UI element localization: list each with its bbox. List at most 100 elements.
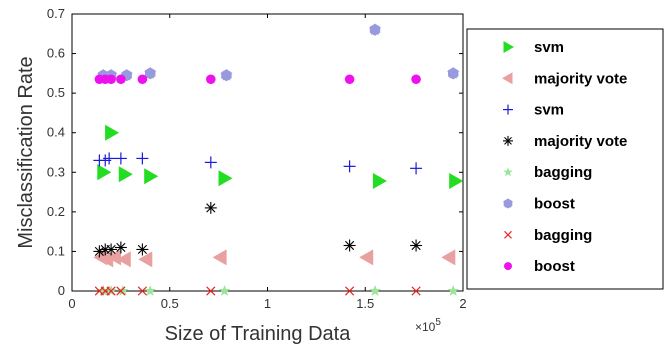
legend-entry: boost [502,196,575,213]
y-tick-label: 0.2 [47,204,65,219]
axis-ticks: 0 0.5 1 1.5 2 0 0.1 0.2 0.3 0.4 0.5 0.6 0.7 [47,6,467,311]
x-tick-label: 0 [68,296,75,311]
series-0 [97,124,464,189]
data-point [410,239,423,252]
data-point [446,66,460,80]
legend-marker [503,135,513,146]
x-axis-label: Size of Training Data [165,323,352,345]
legend-marker [503,41,514,53]
legend-label: boost [534,258,575,275]
data-point [144,285,156,296]
y-tick-label: 0.6 [47,46,65,61]
data-point [106,286,116,296]
legend-entry: boost [504,258,575,275]
data-point [137,286,148,296]
data-point [218,170,233,187]
data-point [447,285,459,296]
data-point [137,74,148,85]
legend-marker [503,104,513,115]
data-point [411,74,421,85]
legend-entry: svm [503,102,564,119]
data-point [372,172,387,189]
legend-label: bagging [534,164,592,181]
x-tick-label: 2 [459,296,466,311]
data-point [218,285,231,296]
data-point [97,285,109,296]
series-1 [93,249,456,268]
data-point [99,251,114,268]
data-point [441,249,456,266]
data-point [97,164,112,181]
legend-entry: bagging [503,164,592,181]
legend-label: svm [534,39,564,56]
data-point [368,23,382,36]
data-point [105,243,118,256]
y-axis-label: Misclassification Rate [15,56,37,248]
marker-star [97,68,110,81]
data-point [106,74,116,85]
x-tick-label: 0.5 [161,296,179,311]
data-point [344,74,355,85]
data-point [107,249,122,266]
legend [466,28,664,290]
data-point [118,166,133,183]
marker-stroke [206,203,216,213]
series-7 [94,74,421,85]
marker-stroke [116,242,126,253]
data-point [204,156,217,169]
marker-star [446,66,460,79]
marker-stroke [94,246,104,257]
marker-stroke [116,286,126,296]
legend-entry: majority vote [502,70,627,87]
series-6 [94,286,421,296]
data-point [116,286,126,296]
data-point [117,285,129,296]
marker-star [220,68,233,81]
legend-entries: svm majority vote svm majority vote bagging b… [502,39,627,275]
marker-stroke [137,286,148,296]
series-3 [93,201,423,258]
data-point [116,251,131,268]
legend-label: svm [534,102,564,119]
data-point [114,241,127,254]
marker-stroke [206,286,216,296]
legend-entry: bagging [504,227,592,244]
marker-star [368,23,382,36]
data-point [212,249,227,266]
data-point [411,286,421,296]
y-tick-label: 0 [58,283,65,298]
data-point [144,168,159,185]
x-axis-exponent-power: 5 [435,317,441,328]
legend-label: bagging [534,227,592,244]
x-tick-label: 1.5 [356,296,374,311]
marker-stroke [106,244,116,255]
marker-stroke [345,240,355,251]
x-tick-label: 1 [264,296,271,311]
plot-area [71,13,464,292]
legend-label: boost [534,196,575,213]
marker-stroke [106,286,116,296]
legend-entry: svm [503,39,564,56]
data-point [103,152,116,165]
y-tick-label: 0.4 [47,125,65,140]
legend-label: majority vote [534,70,627,87]
data-point [449,172,464,189]
data-point [138,251,153,268]
legend-label: majority vote [534,133,627,150]
marker-stroke [411,286,421,296]
data-point [343,160,356,173]
data-point [105,124,120,141]
marker-stroke [504,230,512,239]
data-point [344,286,355,296]
marker-star [143,66,157,79]
data-point [143,66,157,80]
data-point [343,239,356,252]
data-point [410,162,423,175]
data-points [93,23,464,296]
legend-entry: majority vote [503,133,627,150]
data-point [206,286,216,296]
x-axis-exponent-base: ×10 [415,320,436,334]
x-axis-exponent: ×105 [415,317,441,334]
data-point [204,201,217,214]
